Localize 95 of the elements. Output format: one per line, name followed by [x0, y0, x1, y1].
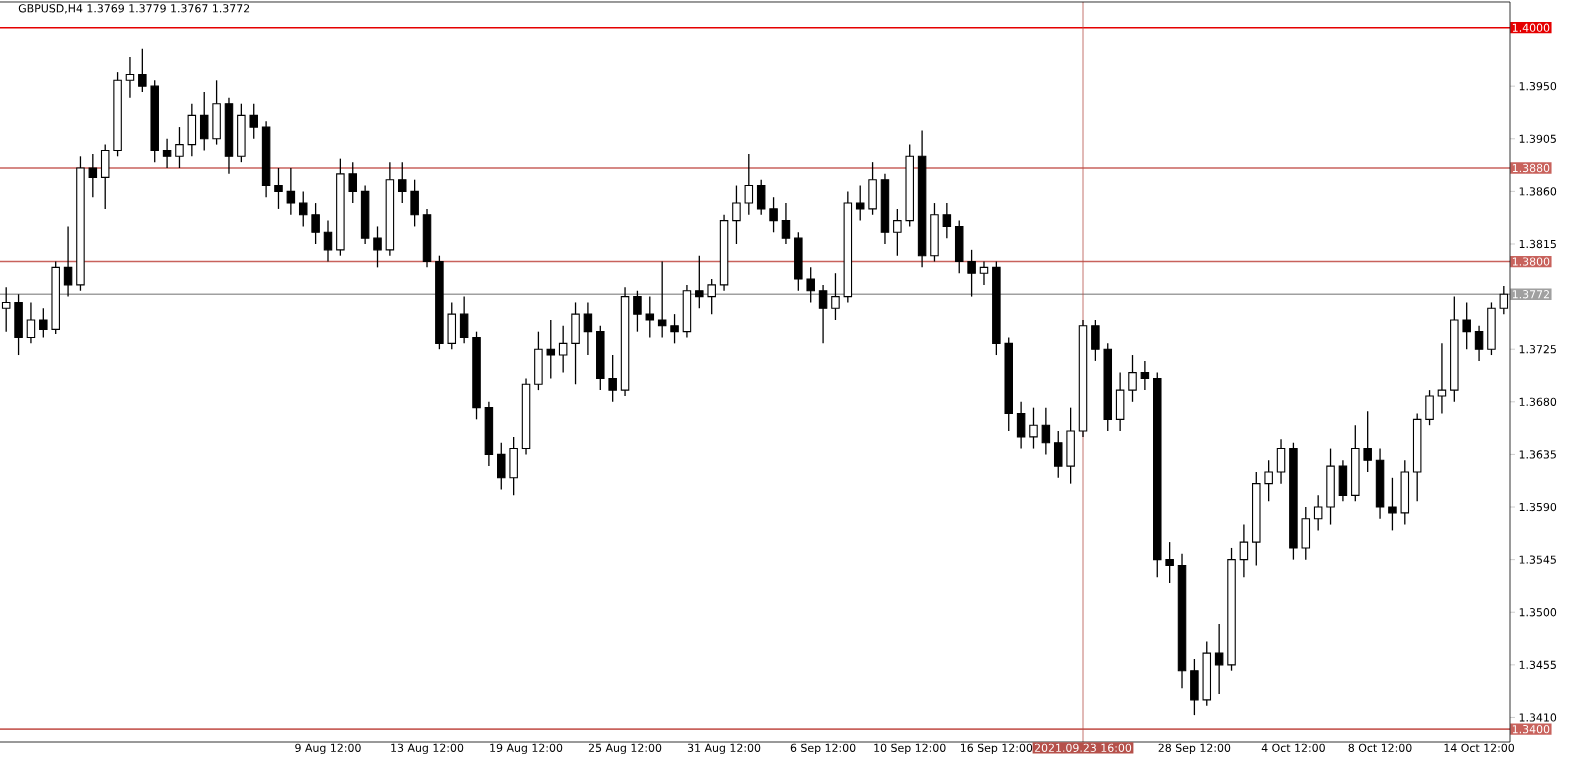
- candlestick: [657, 260, 667, 339]
- candlestick: [162, 138, 172, 169]
- x-tick-label: 9 Aug 12:00: [295, 743, 361, 755]
- candlestick: [199, 91, 209, 152]
- candlestick: [1462, 301, 1471, 350]
- candlestick: [373, 225, 382, 269]
- y-tick-label: 1.3635: [1519, 450, 1556, 459]
- candlestick: [707, 278, 716, 315]
- x-tick-label: 14 Oct 12:00: [1444, 743, 1515, 752]
- candlestick: [855, 184, 865, 222]
- y-tick-label: 1.3815: [1519, 239, 1556, 249]
- candlestick: [1437, 342, 1447, 415]
- candlestick: [756, 179, 766, 216]
- candlestick: [558, 325, 568, 374]
- candlestick: [348, 161, 358, 204]
- candlestick: [63, 225, 73, 298]
- candlestick: [298, 190, 308, 228]
- y-tick-label: 1.3725: [1519, 345, 1556, 354]
- x-tick-label: 13 Aug 12:00: [391, 743, 464, 755]
- candlestick: [397, 161, 407, 204]
- candlestick: [695, 255, 704, 309]
- candlestick: [274, 167, 283, 210]
- candlestick: [1, 286, 11, 333]
- candlestick: [1091, 319, 1100, 362]
- candlestick: [1165, 541, 1174, 584]
- candlestick: [670, 313, 679, 345]
- candlestick: [1239, 523, 1249, 578]
- candlestick: [249, 103, 258, 140]
- candlestick: [39, 307, 48, 339]
- candlestick: [893, 208, 902, 257]
- candlestick: [497, 442, 506, 491]
- y-tick-label: 1.3545: [1519, 555, 1556, 564]
- candlestick: [1053, 430, 1063, 479]
- x-tick-label: 19 Aug 12:00: [490, 743, 563, 755]
- x-tick-label: 6 Sep 12:00: [790, 743, 856, 755]
- candlestick: [26, 301, 36, 345]
- x-tick-label: 25 Aug 12:00: [588, 743, 662, 755]
- candlestick: [645, 295, 655, 339]
- candlestick: [1276, 438, 1286, 485]
- candlestick: [459, 295, 469, 345]
- candlestick: [1388, 477, 1397, 532]
- y-tick-label: 1.3905: [1519, 134, 1556, 143]
- x-tick-label: 28 Sep 12:00: [1158, 743, 1231, 755]
- candlestick: [831, 272, 840, 321]
- candlestick: [410, 179, 419, 228]
- candlestick: [125, 56, 135, 99]
- y-tick-label: 1.3455: [1519, 660, 1556, 669]
- candlestick: [1313, 494, 1323, 532]
- candlestick: [88, 153, 98, 198]
- ref-line-label: 1.3800: [1512, 257, 1550, 266]
- candlestick: [1214, 623, 1224, 695]
- candlestick: [979, 260, 989, 286]
- candlestick: [744, 153, 754, 216]
- candlestick: [1363, 410, 1372, 473]
- y-tick-label: 1.3950: [1519, 82, 1557, 91]
- candlestick: [1041, 407, 1051, 456]
- candlestick: [286, 167, 296, 216]
- candlestick: [769, 196, 778, 233]
- candlestick: [1029, 407, 1038, 450]
- candlestick: [806, 266, 815, 304]
- chart-title: GBPUSD,H4 1.3769 1.3779 1.3767 1.3772: [18, 4, 250, 14]
- y-tick-label: 1.3590: [1519, 502, 1557, 512]
- candlestick: [942, 202, 952, 239]
- ref-line-label: 1.4000: [1512, 23, 1550, 32]
- y-tick-label: 1.3680: [1519, 397, 1557, 406]
- candlestick: [732, 184, 741, 245]
- candlestick: [1425, 389, 1434, 426]
- candlestick: [818, 284, 828, 345]
- candlestick: [175, 126, 184, 169]
- candlestick: [781, 202, 791, 245]
- y-tick-label: 1.3860: [1519, 187, 1557, 196]
- candlestick: [138, 48, 147, 93]
- candlestick: [311, 202, 320, 245]
- x-tick-label: 16 Sep 12:00: [960, 743, 1033, 755]
- x-tick-label: 8 Oct 12:00: [1348, 743, 1412, 752]
- candlestick: [633, 290, 642, 333]
- x-tick-label: 2021.09.23 16:00: [1034, 743, 1132, 752]
- y-tick-label: 1.3500: [1519, 608, 1557, 617]
- ref-line-label: 1.3400: [1512, 725, 1550, 734]
- candlestick: [546, 319, 556, 380]
- candlestick: [323, 219, 333, 263]
- candlestick: [1128, 354, 1137, 403]
- candlestick: [1016, 401, 1026, 450]
- y-tick-label: 1.3410: [1519, 713, 1557, 722]
- candlestick: [608, 354, 617, 403]
- candlestick: [583, 301, 593, 356]
- x-tick-label: 4 Oct 12:00: [1261, 743, 1325, 752]
- ref-line-label: 1.3772: [1512, 290, 1549, 299]
- candlestick: [1140, 360, 1150, 391]
- x-tick-label: 31 Aug 12:00: [687, 743, 761, 755]
- candlestick: [1264, 459, 1273, 502]
- x-tick-label: 10 Sep 12:00: [874, 743, 946, 755]
- candlestick: [1474, 325, 1484, 362]
- candlestick: [967, 249, 976, 298]
- ref-line-label: 1.3880: [1512, 163, 1550, 173]
